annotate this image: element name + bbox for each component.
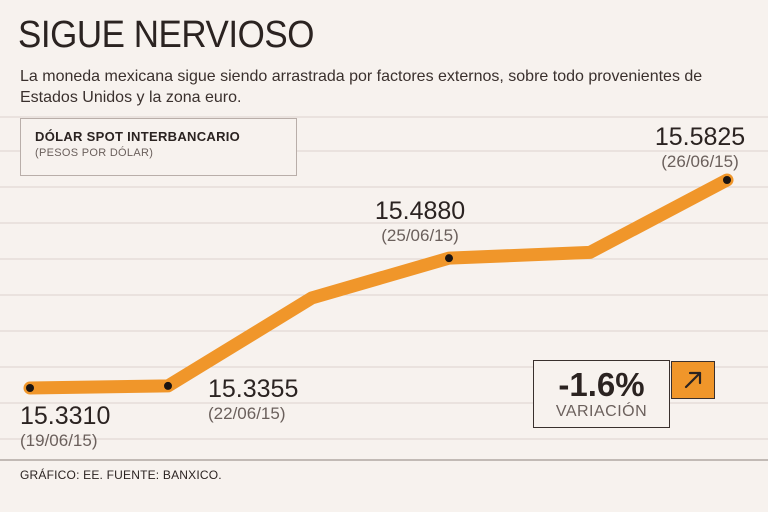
legend-unit: (PESOS POR DÓLAR) — [35, 147, 154, 159]
data-label-date: (19/06/15) — [20, 431, 98, 450]
chart-legend-box: DÓLAR SPOT INTERBANCARIO (PESOS POR DÓLA… — [20, 118, 297, 176]
data-point — [445, 254, 453, 263]
data-label-date: (22/06/15) — [208, 404, 286, 423]
data-label-value: 15.5825 — [655, 123, 745, 151]
legend-title: DÓLAR SPOT INTERBANCARIO — [35, 129, 241, 144]
chart-subtitle: La moneda mexicana sigue siendo arrastra… — [20, 68, 703, 106]
variation-value: -1.6% — [558, 366, 645, 403]
data-label-value: 15.4880 — [375, 197, 465, 225]
data-point — [26, 384, 34, 392]
series-line-group — [23, 173, 734, 395]
chart-title: SIGUE NERVIOSO — [18, 14, 314, 56]
data-label-value: 15.3310 — [20, 402, 110, 430]
data-labels: 15.3310(19/06/15) 15.3355(22/06/15) 15.488… — [20, 123, 745, 450]
data-label-value: 15.3355 — [208, 375, 298, 403]
variation-box: -1.6% VARIACIÓN — [533, 360, 670, 428]
data-label-date: (26/06/15) — [661, 152, 739, 171]
variation-label: VARIACIÓN — [555, 403, 648, 420]
data-point — [723, 176, 731, 184]
arrow-up-right-icon — [671, 361, 715, 399]
data-point — [164, 381, 172, 390]
series-line — [23, 173, 734, 395]
data-points — [26, 176, 731, 392]
source-footer: GRÁFICO: EE. FUENTE: BANXICO. — [20, 468, 222, 482]
data-label-date: (25/06/15) — [381, 226, 459, 245]
